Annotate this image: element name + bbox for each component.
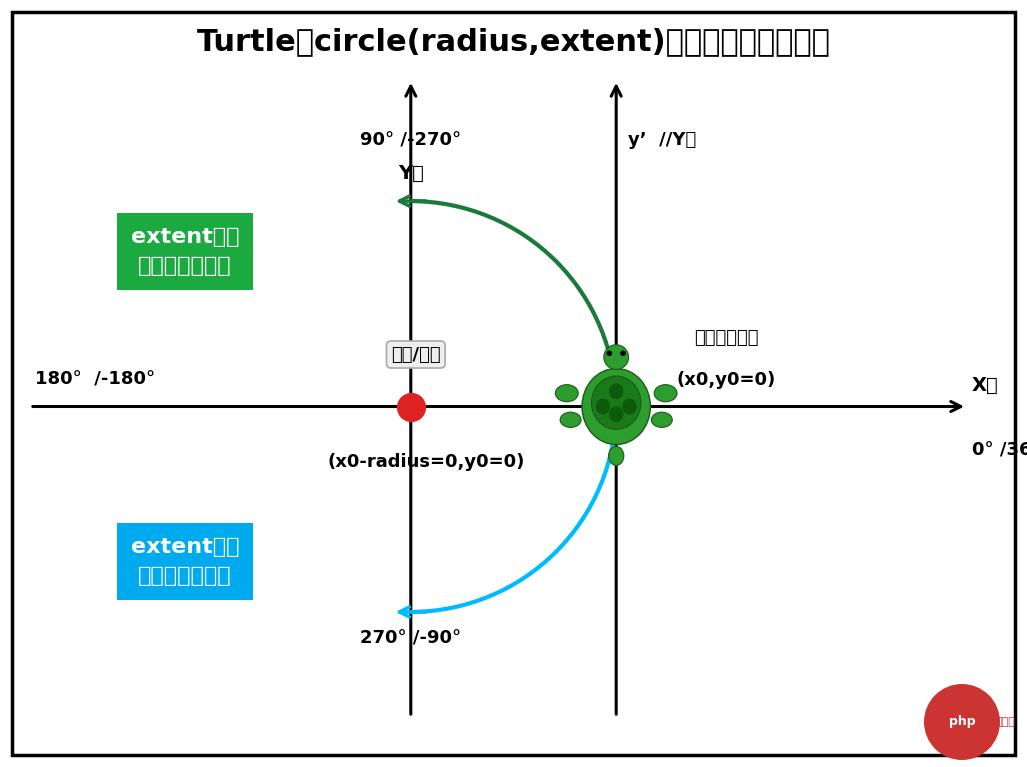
Ellipse shape	[607, 351, 612, 356]
Ellipse shape	[620, 351, 625, 356]
Text: (x0,y0=0): (x0,y0=0)	[677, 370, 775, 389]
Text: X轴: X轴	[972, 376, 998, 394]
Ellipse shape	[609, 384, 623, 400]
Text: php: php	[949, 716, 976, 729]
Text: 圆心/原点: 圆心/原点	[391, 345, 441, 364]
Text: Turtle库circle(radius,extent)函数的相对坐标体系: Turtle库circle(radius,extent)函数的相对坐标体系	[196, 28, 831, 57]
Text: 画笔当前位置: 画笔当前位置	[694, 328, 759, 347]
Text: (x0-radius=0,y0=0): (x0-radius=0,y0=0)	[328, 453, 525, 470]
Text: 270° /-90°: 270° /-90°	[360, 630, 461, 648]
Text: Y轴: Y轴	[397, 164, 424, 183]
Text: 中文网: 中文网	[995, 717, 1015, 727]
Text: extent为正
顺当前方向绘制: extent为正 顺当前方向绘制	[130, 227, 239, 276]
Text: 90° /-270°: 90° /-270°	[360, 131, 461, 149]
Text: y’  //Y轴: y’ //Y轴	[629, 131, 696, 149]
Ellipse shape	[582, 368, 650, 445]
Ellipse shape	[592, 376, 641, 430]
Ellipse shape	[622, 399, 637, 414]
Text: extent为负
逆当前方向绘制: extent为负 逆当前方向绘制	[130, 537, 239, 586]
Ellipse shape	[560, 412, 581, 427]
Ellipse shape	[609, 407, 623, 422]
Ellipse shape	[609, 446, 623, 466]
Text: 180°  /-180°: 180° /-180°	[35, 370, 155, 389]
Ellipse shape	[651, 412, 673, 427]
Text: 0° /360°: 0° /360°	[972, 442, 1027, 459]
Ellipse shape	[604, 344, 629, 370]
Ellipse shape	[556, 385, 578, 402]
Circle shape	[924, 684, 1000, 760]
Ellipse shape	[654, 385, 677, 402]
Ellipse shape	[596, 399, 610, 414]
